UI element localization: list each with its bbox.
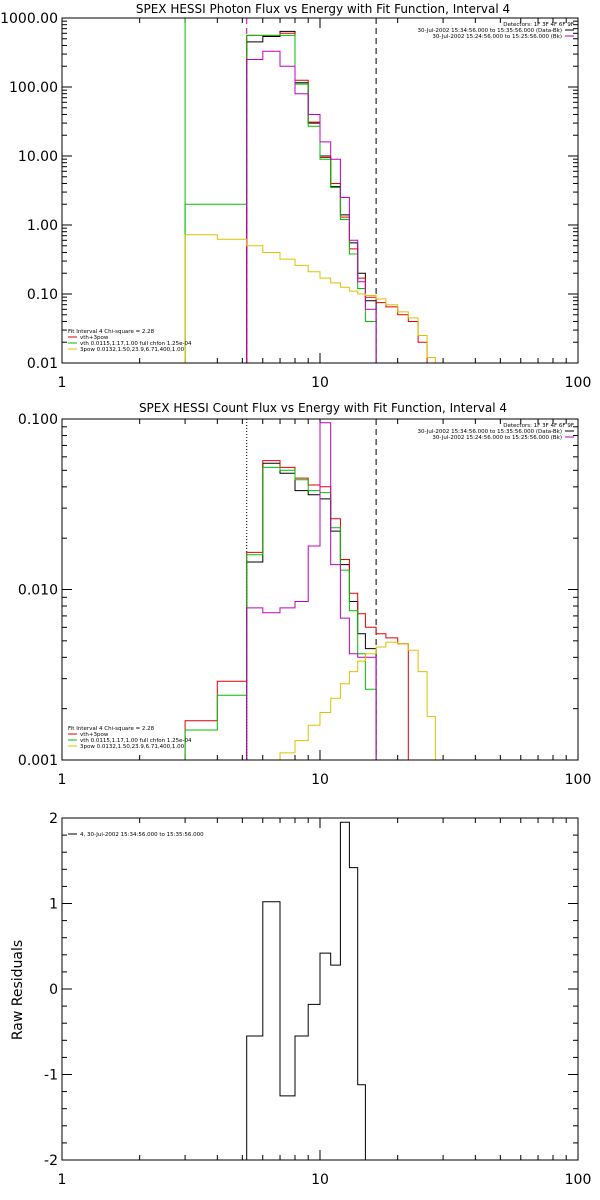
y-tick-label: 0.010 <box>18 583 58 599</box>
legend-entry: 4, 30-Jul-2002 15:34:56.000 to 15:35:56.… <box>80 832 204 838</box>
series-line <box>279 641 436 760</box>
photon-flux-panel: SPEX HESSI Photon Flux vs Energy with Fi… <box>0 2 591 391</box>
legend-entry: 3pow 0.0132,1.50,23.9,6.71,400,1.00 <box>80 347 185 353</box>
x-tick-label: 1 <box>58 772 67 788</box>
y-tick-label: 0.100 <box>18 412 58 428</box>
series-line <box>184 466 377 760</box>
x-tick-label: 10 <box>311 1172 329 1188</box>
legend-entry: Detectors: 1F 3F 4F 6F 9F <box>503 22 574 28</box>
x-tick-label: 10 <box>311 375 329 391</box>
y-tick-label: 2 <box>49 811 58 827</box>
x-tick-label: 1 <box>58 1172 67 1188</box>
plot-frame <box>61 817 579 1161</box>
plot-frame <box>61 418 579 761</box>
legend-entry: vth+3pow <box>80 335 109 341</box>
legend-entry: vth 0.0115,1.17,1.00 full chfon 1.25e-04 <box>80 341 192 347</box>
count-flux-panel: SPEX HESSI Count Flux vs Energy with Fit… <box>18 401 591 788</box>
y-tick-label: 1000.00 <box>0 11 58 27</box>
legend-entry: 30-Jul-2002 15:24:56.000 to 15:25:56.000… <box>432 435 562 441</box>
chart-title: SPEX HESSI Photon Flux vs Energy with Fi… <box>136 2 510 16</box>
series-line <box>246 32 436 363</box>
legend-entry: Fit Interval 4 Chi-square = 2.28 <box>68 329 155 335</box>
y-tick-label: 100.00 <box>9 80 58 96</box>
series-line <box>246 30 377 363</box>
legend-entry: 30-Jul-2002 15:34:56.000 to 15:35:56.000… <box>418 429 563 435</box>
x-tick-label: 1 <box>58 375 67 391</box>
legend-entry: vth+3pow <box>80 732 109 738</box>
series-line <box>246 821 377 1160</box>
series-line <box>184 460 409 760</box>
y-tick-label: 10.00 <box>18 149 58 165</box>
series-line <box>246 462 377 760</box>
y-tick-label: 0.01 <box>27 356 58 372</box>
chart-title: SPEX HESSI Count Flux vs Energy with Fit… <box>139 401 507 415</box>
y-tick-label: 1 <box>49 897 58 913</box>
y-axis-label: Raw Residuals <box>10 940 26 1040</box>
series-line <box>184 234 436 363</box>
x-tick-label: 100 <box>565 375 592 391</box>
series-line <box>246 50 377 363</box>
y-tick-label: -2 <box>44 1153 58 1169</box>
legend-entry: 30-Jul-2002 15:24:56.000 to 15:25:56.000… <box>432 34 562 40</box>
legend-entry: 3pow 0.0132,1.50,23.9,6.71,400,1.00 <box>80 744 185 750</box>
y-tick-label: 0.001 <box>18 753 58 769</box>
legend-entry: Fit Interval 4 Chi-square = 2.28 <box>68 726 155 732</box>
x-tick-label: 100 <box>565 1172 592 1188</box>
x-tick-label: 10 <box>311 772 329 788</box>
x-tick-label: 100 <box>565 772 592 788</box>
legend-entry: Detectors: 1F 3F 4F 6F 9F <box>503 423 574 429</box>
y-tick-label: 0.10 <box>27 287 58 303</box>
series-line <box>246 422 377 760</box>
legend-entry: vth 0.0115,1.17,1.00 full chfon 1.25e-04 <box>80 738 192 744</box>
plot-frame <box>61 17 579 364</box>
y-tick-label: 0 <box>49 982 58 998</box>
series-line <box>184 34 377 363</box>
y-tick-label: -1 <box>44 1068 58 1084</box>
residuals-panel: Raw Residuals 1 10 100 -2 -1 0 1 2 4, 30-Jul-200… <box>10 811 591 1188</box>
axis-ticks <box>61 17 578 364</box>
legend-entry: 30-Jul-2002 15:34:56.000 to 15:35:56.000… <box>418 28 563 34</box>
y-tick-label: 1.00 <box>27 218 58 234</box>
